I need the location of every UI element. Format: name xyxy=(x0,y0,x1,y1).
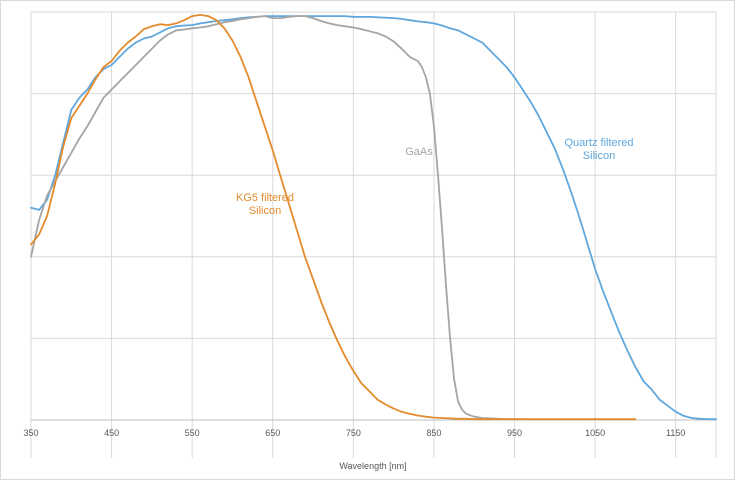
series-label-line: Silicon xyxy=(249,205,281,217)
series-label-line: KG5 filtered xyxy=(236,192,294,204)
series-label-gaas: GaAs xyxy=(405,146,433,158)
x-tick-label-1050: 1050 xyxy=(585,428,605,438)
series-label-kg5: KG5 filtered Silicon xyxy=(236,192,294,217)
series-label-line: GaAs xyxy=(405,146,433,158)
x-tick-label-950: 950 xyxy=(507,428,522,438)
series-label-line: Quartz filtered xyxy=(564,137,633,149)
x-tick-label-650: 650 xyxy=(265,428,280,438)
series-line-gaas xyxy=(30,15,524,421)
grid-lines xyxy=(30,11,717,458)
series-label-quartz: Quartz filtered Silicon xyxy=(564,137,633,162)
x-tick-label-850: 850 xyxy=(426,428,441,438)
series-lines xyxy=(30,14,717,421)
x-axis-title: Wavelength [nm] xyxy=(339,461,406,471)
x-tick-label-450: 450 xyxy=(104,428,119,438)
x-tick-label-750: 750 xyxy=(346,428,361,438)
series-line-kg5 xyxy=(30,14,637,421)
x-tick-label-550: 550 xyxy=(185,428,200,438)
series-line-quartz xyxy=(30,15,717,421)
x-tick-label-1150: 1150 xyxy=(666,428,685,438)
x-tick-label-350: 350 xyxy=(23,428,38,438)
series-label-line: Silicon xyxy=(583,150,615,162)
